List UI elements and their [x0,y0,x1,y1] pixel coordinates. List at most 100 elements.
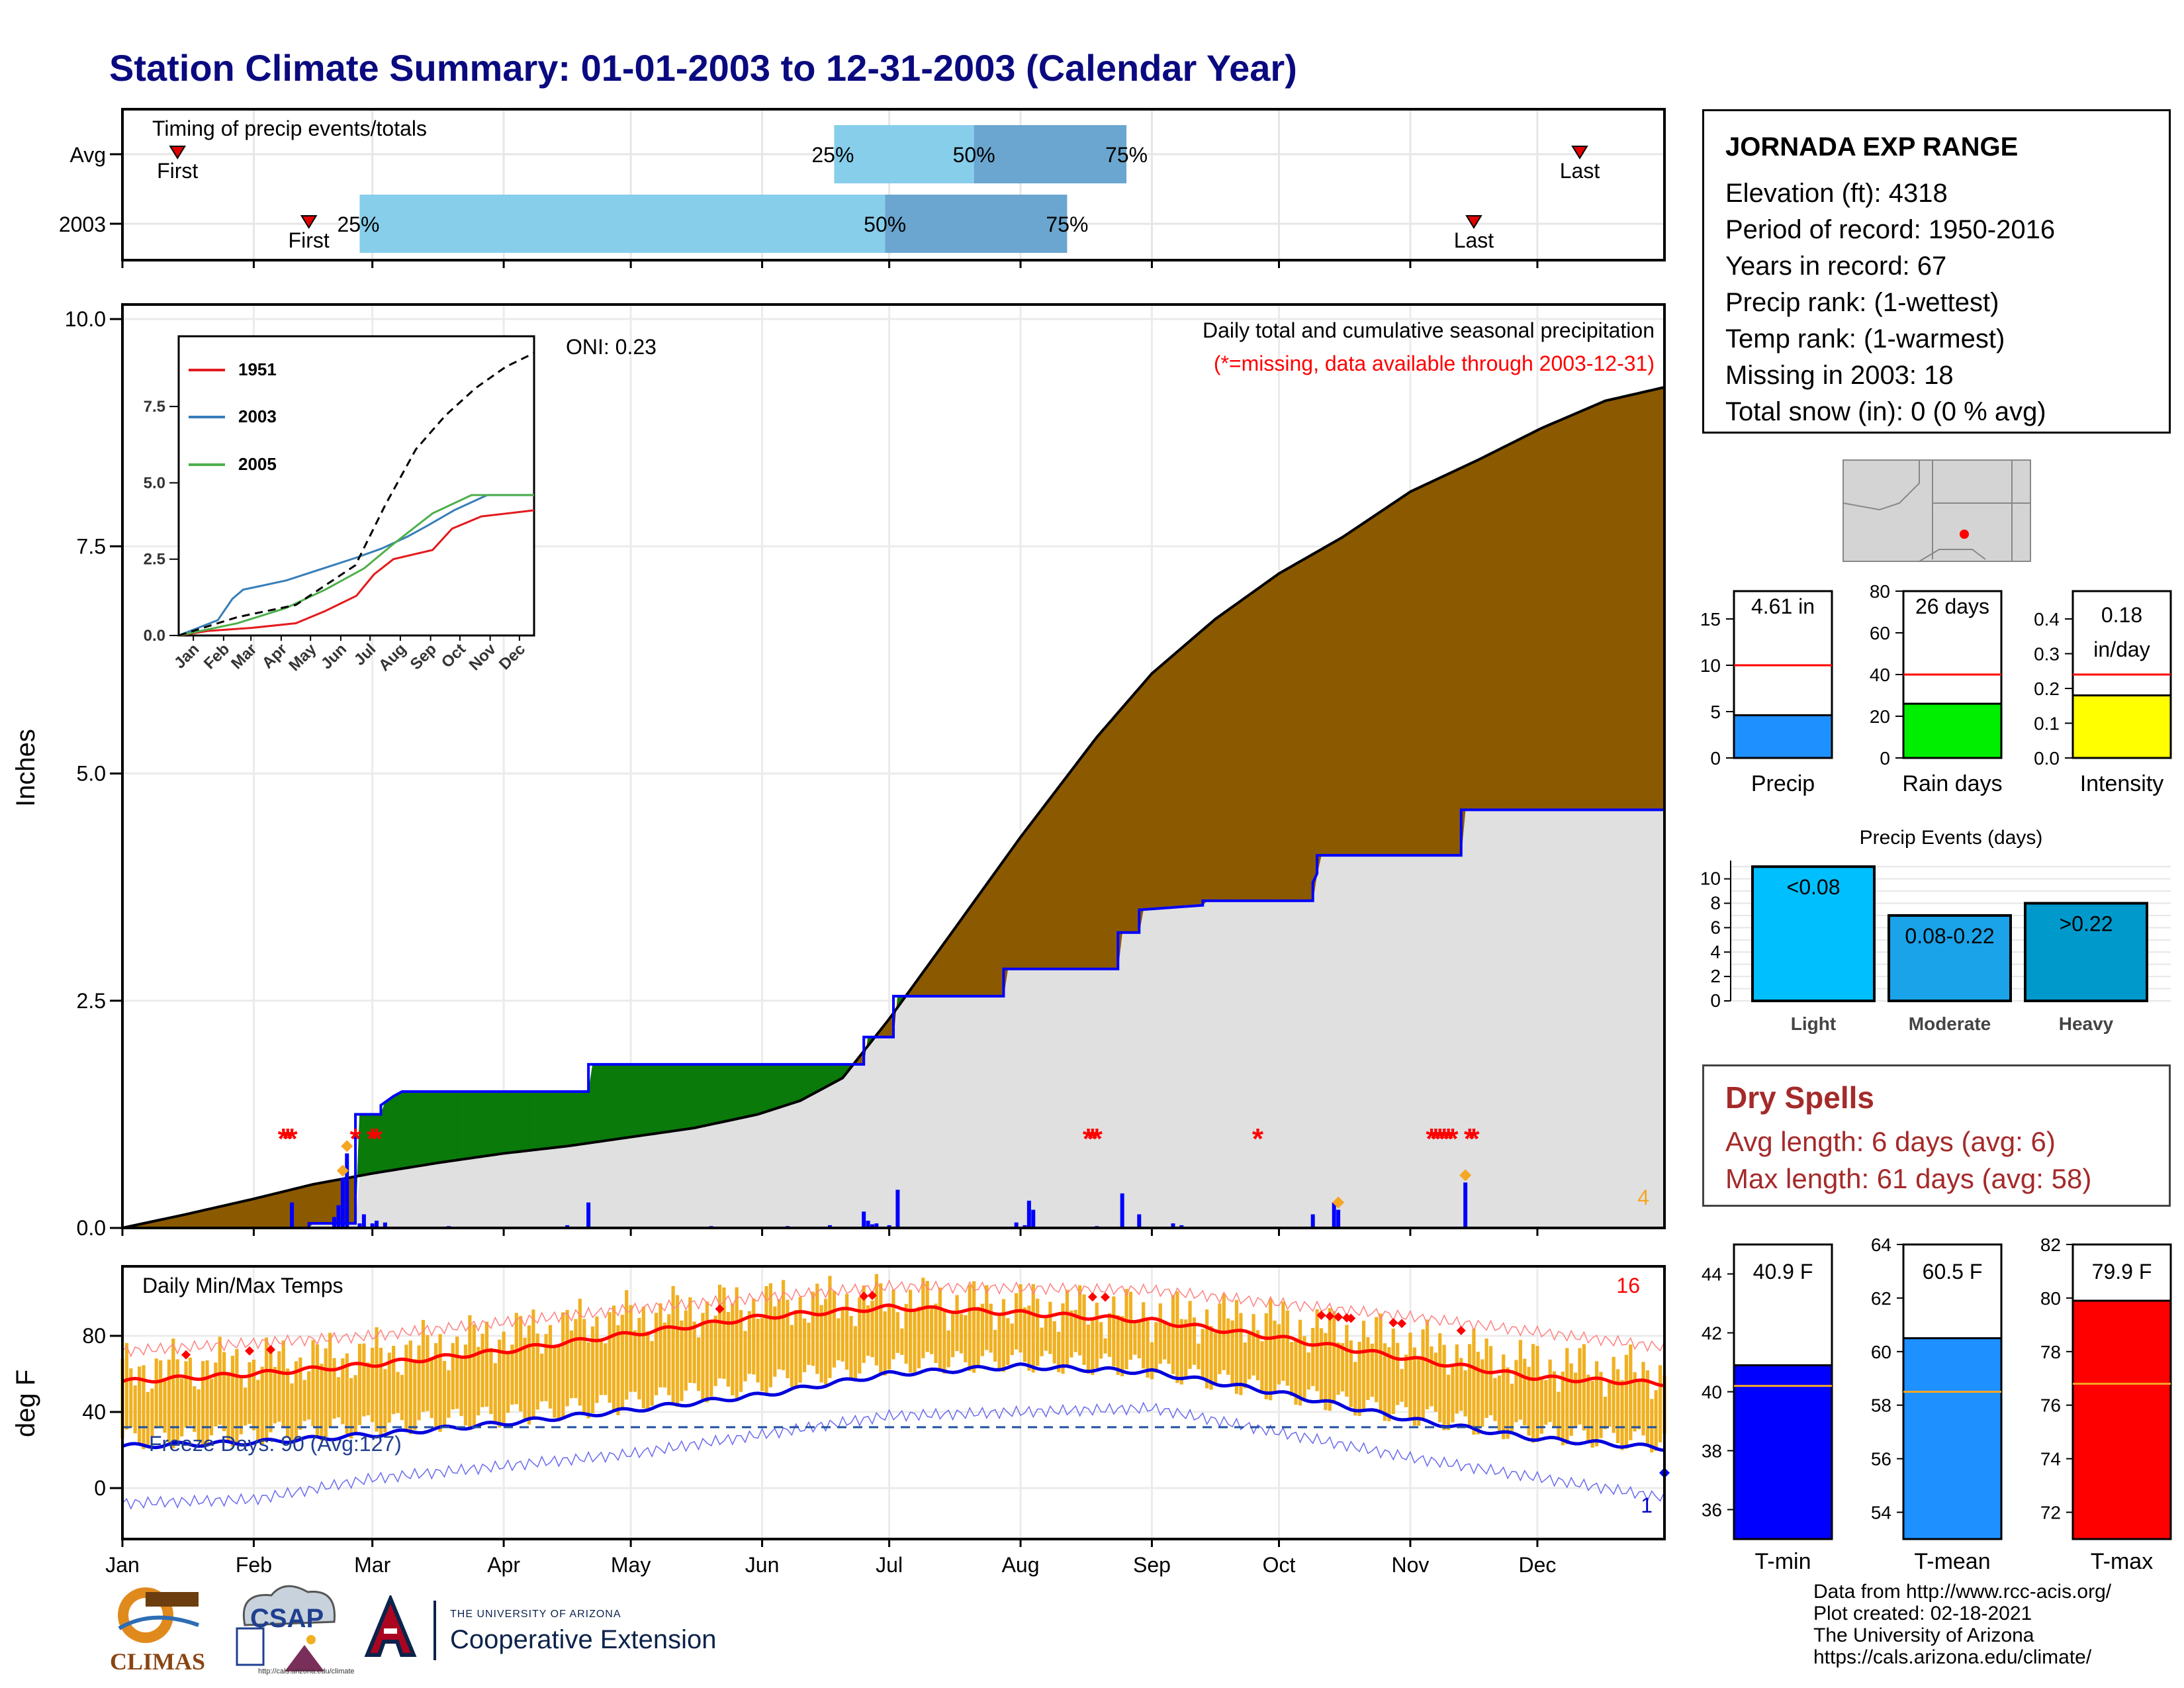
deficit-band [330,1180,335,1224]
record-high-marker [867,1291,877,1301]
daily-temp-bar [1531,1344,1535,1443]
deficit-band [1168,655,1173,908]
climas-logo-text: CLIMAS [110,1648,206,1675]
deficit-band [1554,420,1559,810]
daily-temp-bar [1315,1309,1319,1391]
temp-gauge-y-tick-label: 38 [1702,1441,1722,1462]
deficit-band [1240,597,1246,902]
deficit-band [990,871,995,997]
daily-temp-bar [328,1333,332,1428]
temp-y-tick-label: 0 [94,1476,106,1500]
timing-panel: 25% 50% 75% First Last Avg 25% 50% 75% First Last 2… [59,108,1666,268]
deficit-band [1647,390,1653,810]
inset-series-line [178,494,534,637]
temp-gauge-y-tick-label: 36 [1702,1500,1722,1521]
events-category-label: Light [1791,1013,1836,1034]
surplus-band [651,1064,657,1135]
timing-label-25: 25% [337,212,379,236]
ua-logo-line1: THE UNIVERSITY OF ARIZONA [450,1609,621,1620]
record-precip-marker [336,1164,349,1177]
daily-temp-bar [972,1281,976,1373]
daily-temp-bar [667,1314,671,1395]
daily-temp-bar [768,1283,772,1387]
daily-temp-bar [1637,1381,1641,1430]
daily-temp-bar [731,1303,735,1395]
daily-temp-bar [129,1368,133,1428]
inset-y-tick-label: 7.5 [144,398,165,416]
daily-temp-bar [760,1317,764,1391]
daily-temp-bar [604,1343,608,1395]
daily-temp-bar [743,1331,747,1382]
deficit-band [1083,747,1089,969]
daily-temp-bar [756,1319,760,1383]
daily-temp-bar [1345,1325,1349,1397]
credit-line: The University of Arizona [1813,1624,2034,1646]
deficit-band [1465,463,1470,810]
record-max-line [122,1279,1665,1358]
daily-precip-bar [895,1190,900,1228]
deficit-band [1545,424,1551,810]
deficit-band [1621,395,1627,810]
daily-temp-bar [917,1307,921,1369]
deficit-band [1567,415,1572,810]
record-low-count: 1 [1641,1493,1653,1517]
surplus-band [406,1091,411,1168]
deficit-band [1117,707,1122,969]
deficit-band [982,883,987,997]
daily-temp-bar [1001,1299,1006,1372]
deficit-band [1359,522,1364,856]
daily-temp-bar [1641,1362,1645,1436]
events-category-label: Moderate [1909,1013,1991,1034]
daily-temp-bar [362,1343,366,1417]
deficit-band [1325,543,1330,856]
missing-day-marker: * [1464,1123,1476,1155]
temp-gauge-bar [2071,1299,2172,1540]
daily-temp-bar [904,1303,908,1364]
events-bar-label: >0.22 [2060,912,2113,936]
daily-temp-bar [1400,1369,1404,1402]
daily-temp-bar [1603,1396,1607,1430]
deficit-band [1584,408,1589,810]
deficit-band [1270,576,1275,902]
missing-day-marker: * [1430,1123,1442,1155]
temp-y-tick-label: 80 [82,1324,106,1348]
daily-temp-bar [1248,1333,1251,1380]
daily-temp-bar [925,1280,929,1352]
daily-temp-bar [612,1305,616,1412]
inset-y-tick-label: 2.5 [144,551,165,569]
surplus-band [681,1064,686,1131]
daily-temp-bar [837,1318,841,1361]
deficit-band [1643,391,1648,810]
surplus-band [524,1091,529,1152]
daily-temp-bar [324,1348,328,1438]
events-y-tick-label: 8 [1710,893,1721,914]
daily-temp-bar [1408,1333,1412,1418]
timing-label-50: 50% [864,212,906,236]
daily-temp-bar [1615,1369,1620,1444]
record-high-marker [245,1346,255,1356]
daily-temp-bar [1552,1371,1557,1429]
deficit-band [1385,505,1390,856]
deficit-band [1355,525,1360,856]
daily-temp-bar [523,1337,527,1421]
credit-line: Plot created: 02-18-2021 [1813,1603,2032,1624]
daily-temp-bar [307,1371,311,1420]
deficit-band [266,1194,271,1229]
surplus-band [753,1064,758,1116]
daily-temp-bar [1154,1322,1158,1373]
deficit-band [1461,465,1466,856]
surplus-band [490,1091,496,1156]
daily-temp-bar [171,1338,175,1448]
daily-temp-bar [315,1344,320,1436]
daily-temp-bar [480,1333,484,1407]
deficit-band [1223,609,1228,902]
daily-temp-bar [709,1321,713,1397]
timing-title: Timing of precip events/totals [152,117,427,140]
month-tick-label: Sep [1133,1553,1171,1577]
daily-temp-bar [1493,1378,1497,1421]
daily-temp-bar [455,1336,459,1409]
daily-temp-bar [1209,1326,1213,1390]
deficit-band [1507,442,1512,810]
daily-temp-bar [371,1347,375,1423]
deficit-band [1351,528,1356,856]
